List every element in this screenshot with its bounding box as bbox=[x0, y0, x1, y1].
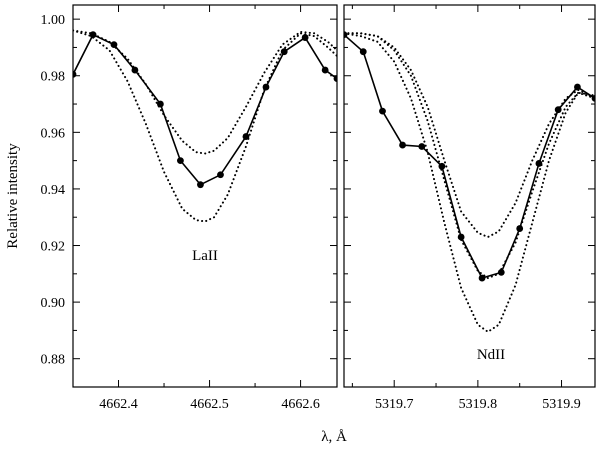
observed-point bbox=[379, 107, 386, 115]
observed-point bbox=[497, 269, 505, 276]
x-tick-label: 5319.7 bbox=[375, 397, 414, 412]
observed-point bbox=[438, 162, 446, 170]
x-tick-label: 4662.6 bbox=[281, 397, 320, 412]
y-tick-label: 0.96 bbox=[41, 126, 66, 141]
observed-point bbox=[344, 31, 348, 39]
ndii-model-curves bbox=[344, 32, 595, 334]
ndii-observed-curve bbox=[344, 31, 595, 282]
observed-point bbox=[591, 94, 595, 102]
observed-point bbox=[418, 143, 426, 150]
observed-point bbox=[359, 48, 367, 56]
observed-point bbox=[262, 83, 270, 91]
lall-model-curves bbox=[73, 29, 337, 223]
x-tick-label: 4662.5 bbox=[190, 397, 229, 412]
x-tick-label: 5319.9 bbox=[542, 397, 581, 412]
observed-point bbox=[197, 181, 204, 189]
observed-point bbox=[301, 34, 309, 41]
observed-point bbox=[333, 75, 337, 82]
panel-lall-frame bbox=[72, 4, 338, 388]
lall-observed-curve bbox=[73, 31, 337, 189]
y-tick-label: 0.92 bbox=[41, 240, 66, 255]
observed-point bbox=[478, 274, 486, 282]
y-tick-label: 0.94 bbox=[41, 183, 66, 198]
y-tick-label: 0.88 bbox=[41, 353, 66, 368]
observed-point bbox=[516, 225, 524, 232]
y-tick-label: 1.00 bbox=[41, 13, 66, 28]
observed-point bbox=[217, 171, 224, 179]
observed-point bbox=[177, 157, 184, 165]
lall-ticks: 4662.4 4662.5 4662.6 0.88 0.90 0.92 0.94 0.96 0.… bbox=[41, 5, 337, 412]
observed-point bbox=[280, 48, 288, 56]
model-curve-2 bbox=[73, 29, 337, 223]
model-curve-3 bbox=[344, 32, 595, 334]
ndii-ticks: 5319.7 5319.8 5319.9 bbox=[344, 5, 595, 412]
observed-point bbox=[156, 100, 164, 108]
observed-point bbox=[554, 106, 562, 114]
observed-point bbox=[399, 141, 406, 149]
observed-point bbox=[110, 41, 118, 49]
observed-point bbox=[321, 66, 329, 74]
panel-label-lall: LaII bbox=[192, 248, 218, 264]
x-axis-label: λ, Å bbox=[321, 429, 347, 445]
panel-label-ndii: NdII bbox=[477, 347, 505, 363]
x-tick-label: 5319.8 bbox=[459, 397, 498, 412]
observed-point bbox=[574, 83, 581, 91]
y-axis-label: Relative intensity bbox=[5, 143, 21, 249]
model-curve-1 bbox=[73, 29, 337, 155]
model-curve-2 bbox=[344, 32, 595, 280]
x-tick-label: 4662.4 bbox=[99, 397, 138, 412]
observed-point bbox=[73, 70, 77, 78]
observed-point bbox=[457, 233, 465, 241]
observed-point bbox=[242, 133, 250, 140]
observed-point bbox=[535, 160, 543, 167]
panel-ndii-frame bbox=[343, 4, 596, 388]
observed-point bbox=[131, 66, 139, 74]
model-curve-1 bbox=[344, 32, 595, 239]
observed-line bbox=[73, 33, 337, 186]
y-tick-label: 0.98 bbox=[41, 70, 66, 85]
observed-line bbox=[344, 34, 595, 280]
observed-point bbox=[89, 31, 97, 39]
y-tick-label: 0.90 bbox=[41, 296, 66, 311]
